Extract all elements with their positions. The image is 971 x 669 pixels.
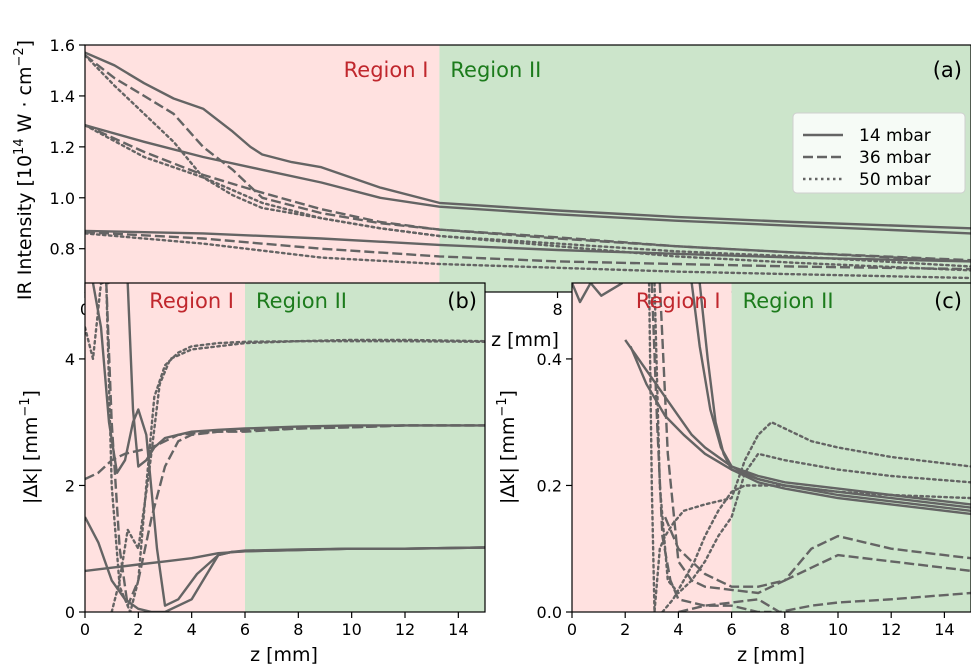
panel-b-region-1-label: Region I xyxy=(149,289,234,313)
panel-b-y-tick-label: 0 xyxy=(65,603,75,622)
panel-a-frame xyxy=(84,44,971,293)
panel-c-series-2-solid xyxy=(624,339,971,506)
panel-a-y-tick-label: 1.0 xyxy=(50,189,75,208)
panel-c-x-tick-label: 4 xyxy=(673,620,683,639)
panel-c-x-tick-label: 14 xyxy=(934,620,954,639)
panel-c-y-tick-label: 0.2 xyxy=(537,476,562,495)
panel-a-region-1-label: Region I xyxy=(344,58,429,82)
legend: 14 mbar 36 mbar 50 mbar xyxy=(792,112,966,194)
panel-b-x-tick-label: 2 xyxy=(133,620,143,639)
panel-a-region-1-band xyxy=(85,45,440,292)
panel-c-x-ticks: 0 2 4 6 8 10 12 14 xyxy=(567,612,955,639)
panel-c-x-tick-label: 8 xyxy=(780,620,790,639)
panel-b-x-tick-label: 8 xyxy=(293,620,303,639)
panel-c-series-12-dotted xyxy=(661,484,971,612)
panel-a-y-tick-label: 0.8 xyxy=(50,240,75,259)
panel-a-region-2-label: Region II xyxy=(450,58,541,82)
panel-b-x-tick-label: 6 xyxy=(240,620,250,639)
panel-c-frame xyxy=(571,282,971,613)
panel-a-series-3-solid xyxy=(85,229,971,263)
panel-b-x-tick-label: 14 xyxy=(448,620,468,639)
panel-a-curves xyxy=(85,51,971,280)
panel-c-x-tick-label: 6 xyxy=(727,620,737,639)
panel-b-x-axis-label: z [mm] xyxy=(250,644,318,666)
legend-label-14mbar: 14 mbar xyxy=(859,126,931,146)
panel-c-x-tick-label: 2 xyxy=(620,620,630,639)
panel-c-y-tick-label: 0.4 xyxy=(537,350,562,369)
panel-a-series-1-solid xyxy=(85,51,971,230)
panel-a-series-6-dashed xyxy=(85,231,971,271)
panel-c-series-9-dashed xyxy=(678,591,971,612)
panel-c-series-8-dashed xyxy=(663,516,971,588)
panel-a-x-tick-label: 8 xyxy=(552,300,562,319)
panel-c-tag: (c) xyxy=(934,289,962,313)
panel-c-series-3-solid xyxy=(629,345,971,509)
panel-b-x-tick-label: 0 xyxy=(80,620,90,639)
panel-a-y-ticks: 0.8 1.0 1.2 1.4 1.6 xyxy=(50,36,85,259)
panel-b-x-ticks: 0 2 4 6 8 10 12 14 xyxy=(80,612,469,639)
panel-b-series-4-solid xyxy=(126,283,485,468)
panel-b-series-9-dotted xyxy=(110,338,485,612)
panel-a-series-7-dotted xyxy=(85,54,971,268)
legend-label-36mbar: 36 mbar xyxy=(859,148,931,168)
panel-c-series-10-dotted xyxy=(647,283,971,612)
panel-b-x-tick-label: 4 xyxy=(187,620,197,639)
panel-c-y-axis-label: |Δk| [mm−1] xyxy=(495,390,519,504)
panel-b-tag: (b) xyxy=(447,289,477,313)
panel-b-y-ticks: 0 2 4 xyxy=(65,350,85,622)
panel-a-y-tick-label: 1.4 xyxy=(50,87,75,106)
panel-b-series-3-solid xyxy=(85,516,485,612)
panel-b-region-2-band xyxy=(245,283,485,612)
panel-b-x-tick-label: 10 xyxy=(341,620,361,639)
panel-a-y-tick-label: 1.2 xyxy=(50,138,75,157)
legend-box xyxy=(792,112,966,194)
panel-c-x-tick-label: 10 xyxy=(828,620,848,639)
panel-b-frame xyxy=(84,282,486,613)
panel-a-y-tick-label: 1.6 xyxy=(50,36,75,55)
panel-c-y-ticks: 0.0 0.2 0.4 xyxy=(537,350,572,622)
panel-c-region-2-band xyxy=(731,283,971,612)
panel-b-x-tick-label: 12 xyxy=(395,620,415,639)
panel-c-region-2-label: Region II xyxy=(743,289,834,313)
legend-label-50mbar: 50 mbar xyxy=(859,170,931,190)
panel-c-region-1-label: Region I xyxy=(636,289,721,313)
panel-c-y-tick-label: 0.0 xyxy=(537,603,562,622)
panel-b-curves xyxy=(85,283,485,612)
panel-b: 0 2 4 6 8 10 12 14 0 2 4 Region I Region II (b) z… xyxy=(18,282,486,666)
panel-c-series-4-solid xyxy=(690,283,971,512)
panel-a-y-axis-label: IR Intensity [1014 W · cm−2] xyxy=(12,40,36,300)
panel-c-x-axis-label: z [mm] xyxy=(737,644,805,666)
panel-c: 0 2 4 6 8 10 12 14 0.0 0.2 0.4 Region I Region II… xyxy=(495,282,971,666)
panel-c-x-tick-label: 0 xyxy=(567,620,577,639)
panel-a-series-4-dashed xyxy=(85,54,971,262)
panel-c-x-tick-label: 12 xyxy=(881,620,901,639)
panel-a-series-8-dotted xyxy=(85,123,971,272)
panel-b-y-axis-label: |Δk| [mm−1] xyxy=(18,390,42,504)
panel-b-series-6-dashed xyxy=(105,283,485,607)
panel-a-series-5-dashed xyxy=(85,124,971,263)
panel-a-x-axis-label: z [mm] xyxy=(491,329,559,351)
panel-b-y-tick-label: 2 xyxy=(65,476,75,495)
panel-a-tag: (a) xyxy=(933,58,962,82)
panel-b-region-2-label: Region II xyxy=(256,289,347,313)
panel-a-series-9-dotted xyxy=(85,232,971,280)
panel-c-series-1-solid xyxy=(572,283,624,304)
panel-c-curves xyxy=(572,283,971,612)
panel-b-y-tick-label: 4 xyxy=(65,350,75,369)
panel-c-series-11-dotted xyxy=(653,283,971,595)
